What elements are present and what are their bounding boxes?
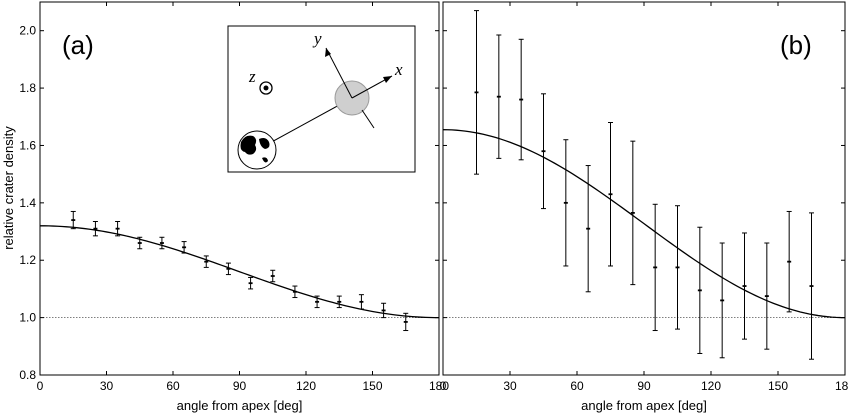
panel-b-plot: 0 30 60 90 120 150 180 — [440, 2, 848, 393]
panel-b-xtick-label: 90 — [637, 379, 651, 393]
panel-a-xtick-label: 180 — [429, 379, 449, 393]
inset-axis-y-label: y — [312, 29, 322, 48]
panel-a-ytick-label: 1.0 — [19, 311, 36, 325]
panel-b: 0 30 60 90 120 150 180 (b) angle from apex [de… — [440, 1, 848, 413]
panel-a-xtick-label: 150 — [362, 379, 382, 393]
panel-a-xtick-label: 0 — [37, 379, 44, 393]
panel-a-plot: 0 30 60 90 120 150 180 0.8 1.0 1.2 1.4 1.6 1.8 2.0 — [19, 2, 449, 393]
panel-a: 0 30 60 90 120 150 180 0.8 1.0 1.2 1.4 1.6 1.8 2.0 (a… — [1, 1, 449, 413]
inset-axis-z-label: z — [248, 67, 256, 86]
panel-a-ytick-label: 1.8 — [19, 81, 36, 95]
inset-axis-y-arrow — [325, 48, 331, 57]
inset-axis-z-dot — [263, 85, 269, 91]
inset-axis-y-line — [325, 47, 353, 99]
panel-b-xtick-label: 30 — [503, 379, 517, 393]
panel-a-ytick-label: 1.4 — [19, 196, 36, 210]
panel-a-ytick-label: 2.0 — [19, 24, 36, 38]
panel-a-ytick-label: 1.2 — [19, 253, 36, 267]
panel-a-label: (a) — [62, 30, 94, 60]
inset-schematic: y x z — [227, 25, 416, 173]
panel-b-xtick-label: 0 — [440, 379, 447, 393]
panel-a-xtick-label: 60 — [166, 379, 180, 393]
inset-axis-x-arrow — [383, 76, 392, 83]
panel-b-fit-curve — [442, 129, 846, 319]
panel-a-ytick-label: 0.8 — [19, 368, 36, 382]
panel-a-xtick-label: 120 — [296, 379, 316, 393]
panel-b-xtick-label: 150 — [768, 379, 788, 393]
panel-b-xlabel: angle from apex [deg] — [581, 398, 707, 413]
panel-a-ytick-label: 1.6 — [19, 138, 36, 152]
panel-b-xtick-label: 60 — [570, 379, 584, 393]
panel-a-ylabel: relative crater density — [1, 126, 16, 250]
panel-a-xtick-label: 30 — [100, 379, 114, 393]
panel-a-xtick-label: 90 — [233, 379, 247, 393]
panel-b-xtick-label: 120 — [701, 379, 721, 393]
panel-a-fit-curve — [39, 225, 440, 319]
inset-axis-tail-line — [361, 109, 375, 129]
panel-a-xlabel: angle from apex [deg] — [177, 398, 303, 413]
earth-continents-icon — [240, 135, 270, 163]
panel-b-label: (b) — [780, 30, 812, 60]
inset-axis-x-label: x — [394, 60, 403, 79]
panel-b-xtick-label: 180 — [835, 379, 848, 393]
